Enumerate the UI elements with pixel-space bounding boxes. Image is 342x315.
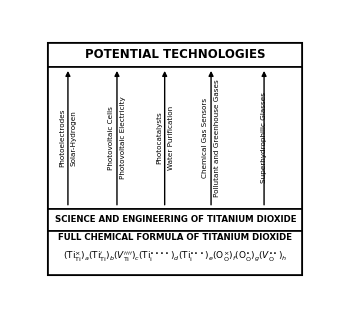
Text: SCIENCE AND ENGINEERING OF TITANIUM DIOXIDE: SCIENCE AND ENGINEERING OF TITANIUM DIOX… [54, 215, 296, 224]
Text: FULL CHEMICAL FORMULA OF TITANIUM DIOXIDE: FULL CHEMICAL FORMULA OF TITANIUM DIOXID… [58, 233, 292, 243]
Text: Photoelectrodes: Photoelectrodes [59, 109, 65, 167]
Text: Photovoltaic Electricity: Photovoltaic Electricity [120, 96, 126, 179]
Text: Photocatalysts: Photocatalysts [156, 112, 162, 164]
Text: Pollutant and Greenhouse Gases: Pollutant and Greenhouse Gases [214, 79, 220, 197]
Text: Photovoltaic Cells: Photovoltaic Cells [108, 106, 114, 170]
Text: Superhydrophilic Glasses: Superhydrophilic Glasses [261, 92, 267, 183]
Text: POTENTIAL TECHNOLOGIES: POTENTIAL TECHNOLOGIES [85, 48, 265, 61]
Bar [48, 209, 303, 231]
Text: $(\mathrm{Ti^{\times}_{Ti}})_a(\mathrm{Ti^{\prime}_{Ti}})_b(\mathit{V}^{\prime\p: $(\mathrm{Ti^{\times}_{Ti}})_a(\mathrm{T… [63, 249, 288, 263]
Text: Water Purification: Water Purification [168, 106, 173, 170]
Bar [48, 67, 303, 209]
Text: Chemical Gas Sensors: Chemical Gas Sensors [202, 98, 208, 178]
Bar [48, 231, 303, 276]
Bar [48, 43, 303, 67]
Text: Solar-Hydrogen: Solar-Hydrogen [71, 110, 77, 166]
